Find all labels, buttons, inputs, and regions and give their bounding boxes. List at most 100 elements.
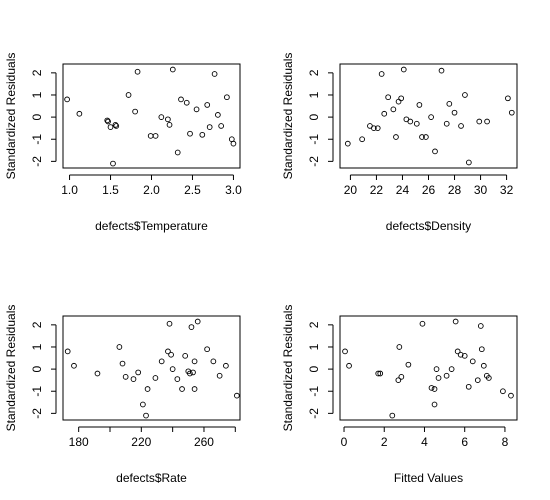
panel-3: 180 220 260 -2 -1 0 1 2 defects$Rate Standardized… — [4, 305, 241, 485]
x-tick-label: 2.0 — [143, 183, 160, 197]
data-point — [419, 134, 425, 140]
data-point — [377, 370, 384, 377]
data-point — [378, 71, 385, 77]
data-point — [210, 358, 217, 365]
x-tick-label: 0 — [341, 435, 348, 449]
data-point — [508, 392, 514, 399]
data-point — [183, 99, 190, 106]
data-point — [174, 149, 181, 156]
data-point — [407, 118, 414, 125]
plot-frame — [339, 315, 518, 421]
data-point — [178, 96, 184, 103]
data-point — [480, 362, 487, 369]
y-tick-label: 0 — [30, 113, 44, 120]
data-point — [94, 370, 101, 377]
data-point — [218, 123, 225, 129]
data-point — [190, 369, 196, 376]
y-tick-label: 0 — [307, 113, 321, 120]
data-point — [431, 386, 438, 392]
data-point — [443, 120, 450, 127]
x-tick-label: 2.5 — [184, 183, 201, 197]
data-point — [428, 385, 435, 391]
y-tick-label: -1 — [307, 386, 321, 397]
data-point — [413, 120, 420, 127]
data-point — [135, 369, 142, 376]
data-point — [395, 98, 402, 105]
data-point — [454, 348, 461, 355]
data-point — [140, 401, 146, 408]
data-point — [396, 344, 403, 350]
data-point — [204, 102, 211, 108]
y-axis-title: Standardized Residuals — [4, 53, 18, 180]
x-axis-title: defects$Rate — [116, 471, 187, 485]
x-axis-title: defects$Temperature — [95, 219, 208, 233]
data-point — [451, 109, 458, 116]
data-point — [174, 376, 181, 382]
plot-frame — [62, 63, 241, 169]
y-axis-title: Standardized Residuals — [281, 305, 295, 432]
data-point — [359, 136, 365, 143]
data-point — [438, 67, 445, 74]
data-point — [211, 71, 218, 77]
data-point — [119, 360, 126, 367]
data-point — [433, 366, 440, 372]
data-point — [398, 374, 405, 380]
data-point — [132, 108, 138, 115]
x-tick-label: 3.0 — [225, 183, 242, 197]
data-point — [465, 159, 472, 166]
data-point — [374, 125, 381, 132]
y-tick-label: -1 — [30, 386, 44, 397]
data-point — [147, 133, 154, 139]
data-point — [182, 352, 189, 359]
data-point — [194, 318, 201, 325]
data-point — [165, 348, 171, 355]
x-tick-label: 1.5 — [102, 183, 119, 197]
x-tick-label: 2 — [381, 435, 388, 449]
x-tick-label: 4 — [421, 435, 428, 449]
data-point — [431, 401, 438, 408]
panel-1: 1.0 1.5 2.0 2.5 3.0 -2 -1 0 1 2 defects$Temperatur… — [4, 53, 242, 233]
x-tick-label: 24 — [396, 183, 410, 197]
data-point — [344, 140, 351, 147]
y-tick-label: -1 — [307, 134, 321, 145]
data-point — [474, 377, 481, 384]
y-axis-title: Standardized Residuals — [4, 305, 18, 432]
x-tick-label: 22 — [370, 183, 384, 197]
x-tick-label: 220 — [131, 435, 151, 449]
data-point — [448, 366, 455, 372]
data-point — [187, 370, 193, 377]
data-point — [458, 123, 464, 129]
data-point — [143, 412, 149, 419]
data-point — [110, 160, 116, 167]
data-point — [230, 140, 237, 147]
data-point — [71, 362, 77, 369]
x-tick-label: 1.0 — [61, 183, 78, 197]
data-point — [423, 134, 429, 140]
data-point — [342, 348, 348, 355]
y-tick-label: 0 — [307, 365, 321, 372]
x-tick-label: 20 — [344, 183, 358, 197]
data-point — [398, 95, 405, 102]
x-tick-label: 6 — [461, 435, 468, 449]
x-tick-label: 8 — [502, 435, 509, 449]
data-point — [158, 358, 165, 365]
data-point — [64, 348, 71, 355]
data-point — [478, 346, 485, 353]
x-tick-label: 30 — [474, 183, 488, 197]
data-point — [104, 117, 111, 124]
data-point — [485, 375, 492, 381]
data-point — [215, 112, 221, 118]
data-point — [206, 124, 213, 130]
data-point — [191, 358, 198, 365]
data-point — [187, 130, 193, 137]
plot-frame — [62, 315, 241, 421]
data-point — [400, 66, 407, 73]
data-point — [199, 131, 206, 138]
data-point — [144, 386, 151, 392]
y-tick-label: 2 — [30, 321, 44, 328]
data-point — [500, 388, 506, 395]
data-point — [122, 374, 129, 380]
y-tick-label: 2 — [30, 69, 44, 76]
y-tick-label: -2 — [30, 156, 44, 167]
